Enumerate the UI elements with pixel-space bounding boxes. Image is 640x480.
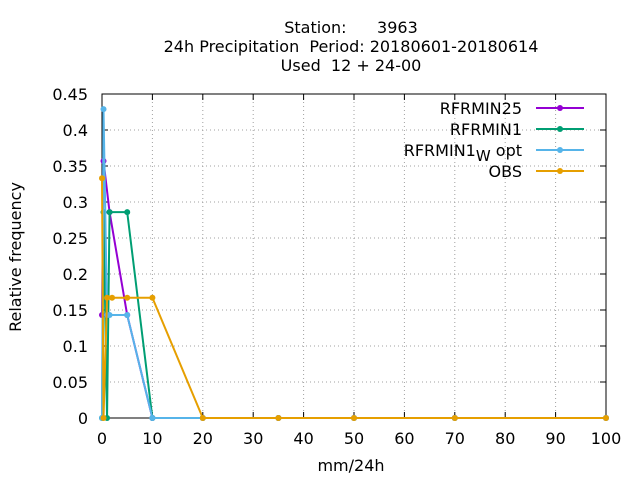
data-point	[351, 415, 357, 421]
legend-marker	[557, 126, 563, 132]
y-tick-label: 0.15	[52, 301, 88, 320]
y-tick-label: 0.1	[63, 337, 88, 356]
data-point	[99, 175, 105, 182]
title-line-2: 24h Precipitation Period: 20180601-20180…	[164, 37, 539, 56]
x-tick-label: 50	[344, 429, 364, 448]
series-line	[101, 160, 606, 419]
x-axis-label: mm/24h	[317, 456, 384, 475]
series-line	[101, 109, 606, 419]
legend-marker	[557, 168, 563, 174]
data-point	[149, 294, 156, 301]
data-point	[124, 294, 131, 301]
data-point	[275, 415, 282, 421]
data-point	[603, 415, 609, 421]
x-tick-label: 70	[445, 429, 465, 448]
series-rfrmin1-w-opt	[99, 106, 609, 421]
series-rfrmin1	[99, 209, 609, 421]
data-point	[106, 209, 113, 216]
data-point	[104, 294, 111, 301]
x-tick-label: 30	[243, 429, 263, 448]
legend-item: RFRMIN1W opt	[404, 141, 584, 165]
y-tick-label: 0.45	[52, 85, 88, 104]
legend-marker	[557, 105, 563, 111]
series-obs	[99, 175, 609, 421]
x-tick-label: 0	[97, 429, 107, 448]
y-tick-label: 0.4	[63, 121, 88, 140]
data-point	[451, 415, 458, 421]
x-tick-label: 60	[394, 429, 414, 448]
grid	[102, 94, 606, 418]
y-tick-label: 0.25	[52, 229, 88, 248]
legend-item: RFRMIN1	[450, 120, 584, 139]
data-point	[124, 209, 131, 216]
y-axis-label: Relative frequency	[6, 182, 25, 332]
x-tick-label: 20	[193, 429, 213, 448]
x-tick-label: 40	[293, 429, 313, 448]
legend-label: RFRMIN1	[450, 120, 522, 139]
legend-label: OBS	[489, 162, 522, 181]
x-tick-label: 90	[545, 429, 565, 448]
data-point	[100, 106, 107, 113]
data-point	[199, 415, 206, 421]
title-line-1: Station: 3963	[284, 18, 418, 37]
title-line-3: Used 12 + 24-00	[281, 56, 422, 75]
series-layer	[99, 106, 609, 421]
y-tick-label: 0.2	[63, 265, 88, 284]
legend-item: OBS	[489, 162, 584, 181]
axis-ticks: 0 10 20 30 40 50 60 70 80 90 100 0 0.05 0.1 0.15 0.2 0.2…	[52, 85, 621, 448]
x-tick-label: 100	[591, 429, 622, 448]
legend-marker	[557, 147, 563, 153]
data-point	[149, 415, 156, 421]
x-tick-label: 10	[142, 429, 162, 448]
legend-label: RFRMIN1W opt	[404, 141, 522, 165]
data-point	[100, 415, 107, 421]
x-tick-label: 80	[495, 429, 515, 448]
legend-label: RFRMIN25	[440, 99, 522, 118]
data-point	[124, 312, 131, 319]
y-tick-label: 0	[78, 409, 88, 428]
legend-item: RFRMIN25	[440, 99, 584, 118]
y-tick-label: 0.3	[63, 193, 88, 212]
data-point	[106, 312, 113, 319]
data-point	[109, 294, 116, 301]
y-tick-label: 0.05	[52, 373, 88, 392]
y-tick-label: 0.35	[52, 157, 88, 176]
